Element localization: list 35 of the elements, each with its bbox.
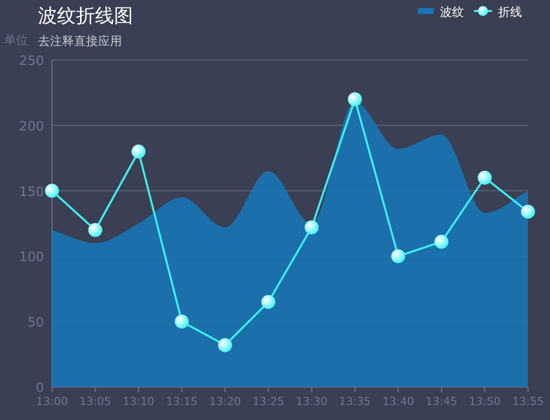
y-tick-label: 150 bbox=[19, 184, 44, 200]
x-tick-label: 13:20 bbox=[209, 395, 241, 408]
legend-label: 波纹 bbox=[440, 5, 464, 19]
point bbox=[521, 204, 535, 219]
x-tick-label: 13:50 bbox=[468, 395, 501, 408]
point bbox=[478, 170, 492, 185]
x-tick-label: 13:45 bbox=[426, 395, 458, 408]
point bbox=[434, 234, 448, 249]
point bbox=[348, 92, 362, 106]
y-axis-title: 单位 bbox=[4, 33, 28, 47]
x-tick-label: 13:05 bbox=[79, 395, 112, 408]
y-tick-label: 0 bbox=[36, 381, 44, 396]
x-tick-label: 13:10 bbox=[122, 395, 154, 408]
point bbox=[391, 249, 406, 264]
y-tick-label: 50 bbox=[27, 316, 44, 331]
point bbox=[218, 338, 232, 352]
x-tick-label: 13:35 bbox=[339, 395, 371, 408]
y-tick-label: 100 bbox=[19, 250, 44, 266]
point bbox=[45, 184, 59, 198]
x-tick-label: 13:30 bbox=[296, 395, 328, 408]
point bbox=[174, 314, 189, 329]
point bbox=[304, 220, 319, 234]
x-tick-label: 13:25 bbox=[252, 395, 284, 408]
legend-label: 折线 bbox=[498, 5, 522, 19]
x-tick-label: 13:55 bbox=[512, 395, 544, 408]
point bbox=[132, 144, 146, 159]
chart-title: 波纹折线图 bbox=[38, 5, 133, 27]
x-tick-label: 13:15 bbox=[166, 395, 198, 408]
point bbox=[261, 294, 276, 309]
point bbox=[88, 223, 102, 238]
x-tick-label: 13:40 bbox=[382, 395, 414, 408]
y-tick-label: 250 bbox=[19, 54, 44, 69]
x-tick-label: 13:00 bbox=[36, 395, 68, 408]
y-tick-label: 200 bbox=[19, 119, 44, 134]
chart-subtitle: 去注释直接应用 bbox=[38, 34, 122, 48]
